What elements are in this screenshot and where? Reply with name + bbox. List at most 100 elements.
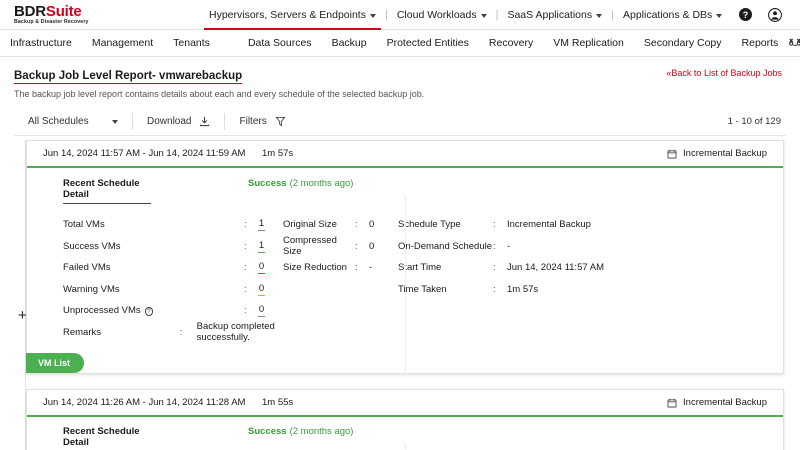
back-to-list-of-backup-jobs-link[interactable]: «Back to List of Backup Jobs: [666, 68, 782, 78]
topnav-item-hypervisors-servers-endpoints[interactable]: Hypervisors, Servers & Endpoints: [200, 0, 385, 30]
tools-icon[interactable]: [788, 37, 800, 49]
top-right-actions: ?: [739, 7, 800, 22]
topnav-item-cloud-workloads[interactable]: Cloud Workloads: [388, 0, 496, 30]
subnav-item-reports[interactable]: Reports: [741, 37, 779, 49]
status-badge: Success: [248, 178, 287, 189]
nav-separator: |: [611, 8, 614, 21]
topnav-label: Hypervisors, Servers & Endpoints: [209, 8, 366, 21]
status-badge: Success: [248, 426, 287, 437]
detail-label: Remarks: [63, 326, 102, 338]
detail-colon: :: [179, 326, 183, 338]
subnav-item-vm-replication[interactable]: VM Replication: [553, 37, 624, 49]
detail-label: Unprocessed VMs?: [63, 305, 244, 316]
detail-colon: :: [355, 262, 358, 274]
failed-vms-value[interactable]: 0: [258, 261, 265, 275]
detail-colon: :: [244, 240, 247, 252]
vm-list-tab[interactable]: VM List: [26, 353, 85, 373]
topnav-label: SaaS Applications: [507, 8, 593, 21]
detail-row-success-vms: Success VMs : 1: [63, 236, 283, 258]
primary-navigation: Hypervisors, Servers & Endpoints | Cloud…: [200, 0, 731, 30]
subnav-item-protected-entities[interactable]: Protected Entities: [386, 37, 469, 49]
detail-row-schedule-type: Schedule Type : Incremental Backup: [398, 214, 783, 236]
schedule-card: Jun 14, 2024 11:26 AM - Jun 14, 2024 11:…: [26, 389, 784, 450]
calendar-icon: [667, 398, 677, 408]
download-icon: [199, 116, 210, 127]
status-relative-time: (2 months ago): [289, 178, 354, 189]
detail-label: Original Size: [283, 219, 337, 231]
nav-separator: |: [384, 8, 388, 21]
start-time-value: Jun 14, 2024 11:57 AM: [507, 262, 605, 274]
detail-row-compressed-size: Compressed Size : 0: [283, 235, 398, 257]
recent-schedule-detail-header: Recent Schedule Detail Success (2 months …: [27, 178, 783, 214]
info-icon[interactable]: ?: [144, 307, 154, 316]
card-column-divider: [405, 195, 406, 373]
unprocessed-vms-value[interactable]: 0: [258, 304, 265, 318]
topnav-item-saas-applications[interactable]: SaaS Applications: [498, 0, 611, 30]
subnav-item-data-sources[interactable]: Data Sources: [247, 37, 312, 49]
calendar-icon: [667, 149, 677, 159]
card-column-divider: [405, 444, 406, 450]
detail-label: Success VMs: [63, 240, 121, 252]
subnav-item-recovery[interactable]: Recovery: [488, 37, 534, 49]
schedule-backup-type: Incremental Backup: [667, 397, 783, 408]
time-taken-value: 1m 57s: [507, 283, 539, 295]
schedule-card-body: Recent Schedule Detail Success (2 months …: [27, 417, 783, 450]
detail-label: Warning VMs: [63, 283, 120, 295]
detail-colon: :: [244, 283, 247, 295]
warning-vms-value[interactable]: 0: [258, 282, 265, 296]
page-title: Backup Job Level Report- vmwarebackup: [14, 70, 243, 84]
schedule-card-header[interactable]: Jun 14, 2024 11:57 AM - Jun 14, 2024 11:…: [27, 141, 783, 168]
subnav-item-backup[interactable]: Backup: [331, 37, 367, 49]
subnav-item-infrastructure[interactable]: Infrastructure: [10, 37, 72, 49]
filters-label: Filters: [239, 115, 267, 127]
brand-name-primary: BDR: [14, 2, 46, 20]
detail-row-time-taken: Time Taken : 1m 57s: [398, 279, 783, 301]
total-vms-value[interactable]: 1: [258, 218, 265, 232]
timeline-rail: [25, 140, 26, 450]
detail-column-sizes: Original Size : 0 Compressed Size : 0 Si…: [283, 214, 398, 343]
subnav-item-management[interactable]: Management: [91, 37, 154, 49]
brand-tagline: Backup & Disaster Recovery: [14, 19, 89, 26]
toolbar-divider: [224, 112, 226, 130]
topnav-label: Cloud Workloads: [396, 8, 477, 21]
topnav-item-applications-and-dbs[interactable]: Applications & DBs: [614, 0, 731, 30]
subnav-item-secondary-copy[interactable]: Secondary Copy: [643, 37, 722, 49]
status-relative-time: (2 months ago): [289, 426, 354, 437]
schedule-duration: 1m 57s: [262, 148, 294, 159]
on-demand-schedule-value: -: [507, 240, 511, 252]
filters-button[interactable]: Filters: [225, 112, 299, 131]
schedule-card-header[interactable]: Jun 14, 2024 11:26 AM - Jun 14, 2024 11:…: [27, 390, 783, 417]
pagination-summary: 1 - 10 of 129: [727, 115, 781, 127]
detail-row-warning-vms: Warning VMs : 0: [63, 279, 283, 301]
schedule-detail-grid: Total VMs : 1 Success VMs : 1 Failed VMs…: [27, 214, 783, 343]
success-vms-value[interactable]: 1: [258, 239, 265, 253]
detail-row-original-size: Original Size : 0: [283, 214, 398, 236]
detail-colon: :: [355, 240, 358, 252]
page-header: Backup Job Level Report- vmwarebackup Th…: [0, 57, 800, 99]
detail-colon: :: [244, 262, 247, 274]
backup-type-label: Incremental Backup: [683, 148, 767, 159]
detail-row-start-time: Start Time : Jun 14, 2024 11:57 AM: [398, 257, 783, 279]
schedule-time-range: Jun 14, 2024 11:26 AM - Jun 14, 2024 11:…: [43, 397, 246, 408]
subnav-item-tenants[interactable]: Tenants: [173, 37, 210, 49]
brand-name-secondary: Suite: [45, 2, 82, 20]
detail-row-on-demand-schedule: On-Demand Schedule : -: [398, 236, 783, 258]
detail-label: Size Reduction: [283, 262, 347, 274]
detail-colon: :: [493, 219, 496, 231]
schedule-backup-type: Incremental Backup: [667, 148, 783, 159]
detail-colon: :: [355, 219, 358, 231]
detail-row-total-vms: Total VMs : 1: [63, 214, 283, 236]
download-button[interactable]: Download: [133, 112, 224, 131]
expand-all-toggle[interactable]: +: [18, 307, 27, 324]
backup-type-label: Incremental Backup: [683, 397, 767, 408]
help-icon[interactable]: ?: [739, 8, 752, 21]
size-reduction-value: -: [369, 262, 373, 274]
schedule-card-body: Recent Schedule Detail Success (2 months …: [26, 168, 783, 373]
subnav-right-actions: 51: [788, 35, 800, 52]
user-account-icon[interactable]: [768, 7, 782, 22]
schedule-filter-dropdown[interactable]: All Schedules: [14, 112, 132, 131]
detail-colon: :: [244, 219, 247, 231]
brand-logo[interactable]: BDRSuite Backup & Disaster Recovery: [0, 4, 200, 26]
chevron-down-icon: [369, 13, 376, 18]
help-glyph: ?: [742, 9, 749, 20]
